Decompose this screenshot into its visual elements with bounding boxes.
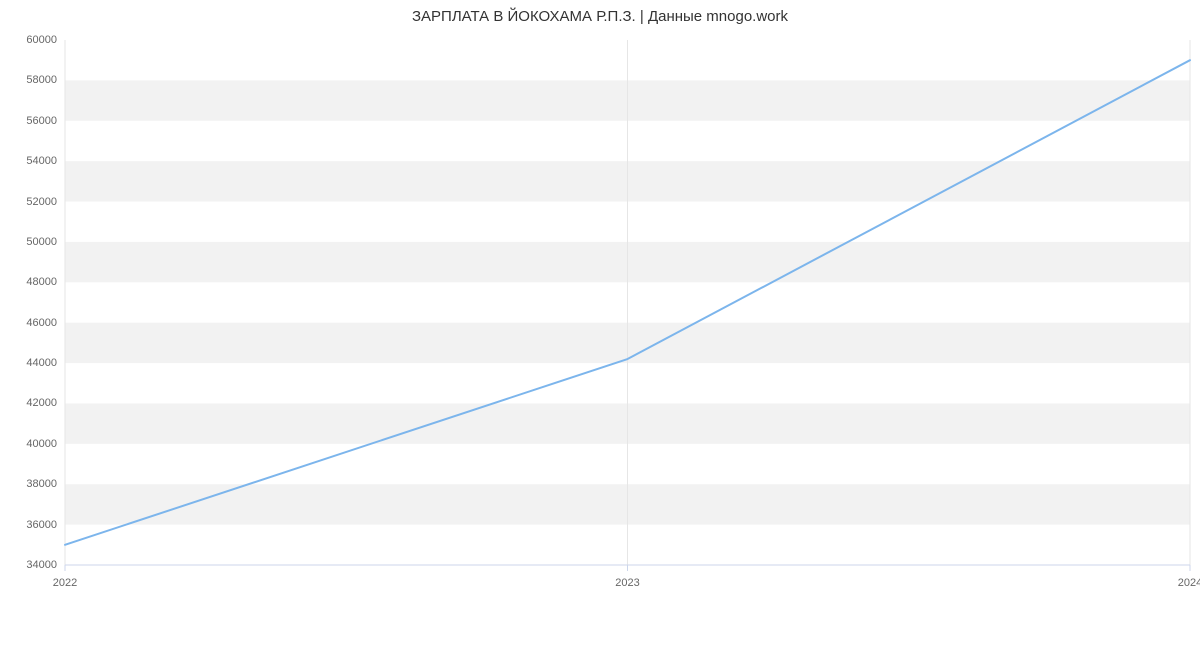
y-tick-label: 58000 [0, 74, 57, 86]
y-tick-label: 36000 [0, 519, 57, 531]
y-tick-label: 46000 [0, 317, 57, 329]
y-tick-label: 56000 [0, 115, 57, 127]
y-tick-label: 48000 [0, 276, 57, 288]
y-tick-label: 34000 [0, 559, 57, 571]
y-tick-label: 40000 [0, 438, 57, 450]
y-tick-label: 50000 [0, 236, 57, 248]
x-tick-label: 2023 [615, 577, 639, 589]
chart-plot [0, 0, 1200, 650]
y-tick-label: 60000 [0, 34, 57, 46]
y-tick-label: 44000 [0, 357, 57, 369]
x-tick-label: 2024 [1178, 577, 1200, 589]
y-tick-label: 52000 [0, 196, 57, 208]
y-tick-label: 38000 [0, 478, 57, 490]
y-tick-label: 42000 [0, 397, 57, 409]
salary-chart: ЗАРПЛАТА В ЙОКОХАМА Р.П.З. | Данные mnog… [0, 0, 1200, 650]
y-tick-label: 54000 [0, 155, 57, 167]
x-tick-label: 2022 [53, 577, 77, 589]
